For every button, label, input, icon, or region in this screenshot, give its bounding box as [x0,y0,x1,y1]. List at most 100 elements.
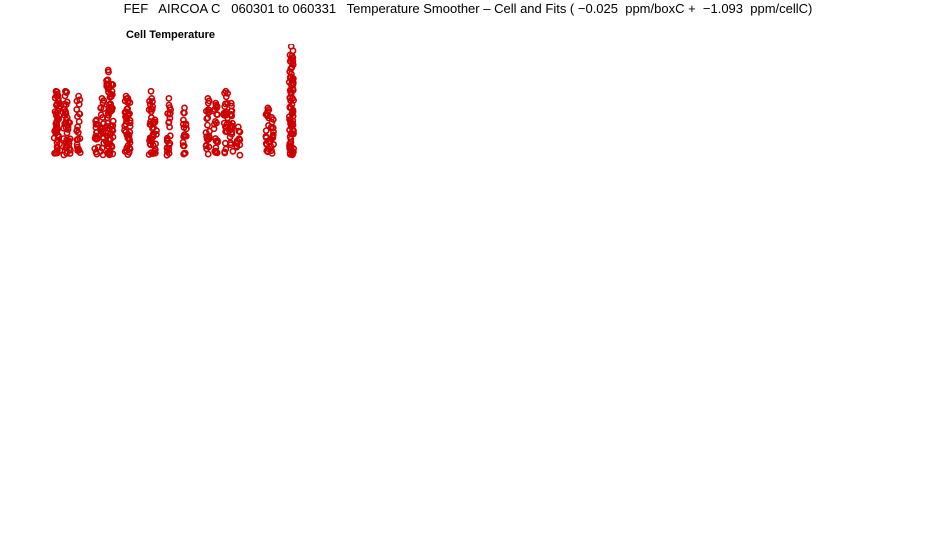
baseline-point [161,0,166,3]
burst-point [54,149,61,157]
baseline-point [105,0,110,3]
baseline-point [264,0,269,3]
baseline-point [83,0,88,3]
baseline-point [146,0,151,3]
baseline-point [272,0,277,3]
baseline-point [149,0,154,3]
baseline-point [234,0,239,3]
baseline-point [194,0,199,3]
burst-point [149,133,157,141]
baseline-point [255,0,260,3]
burst-point [63,149,70,157]
burst-point [222,87,230,95]
baseline-point [128,0,133,3]
baseline-point [284,0,289,3]
baseline-point [198,0,203,3]
baseline-point [101,0,106,3]
baseline-point [116,0,121,3]
baseline-point [210,0,215,3]
baseline-point [195,0,200,3]
baseline-point [280,0,285,3]
baseline-point [173,0,178,3]
baseline-point [219,0,224,3]
baseline-point [182,0,187,3]
baseline-point [258,0,263,3]
burst-point [222,93,230,101]
burst-point [76,96,84,104]
burst-point [204,150,212,158]
baseline-point [276,0,281,3]
burst-point [91,145,99,152]
baseline-point [197,0,202,3]
baseline-point [77,0,82,3]
burst-point [290,130,297,138]
baseline-point [236,0,241,3]
baseline-point [267,0,272,3]
baseline-point [209,0,214,3]
baseline-point [54,0,59,3]
baseline-point [144,0,149,3]
baseline-point [121,0,126,3]
baseline-point [150,0,155,3]
baseline-point [174,0,179,3]
panel-cell-temperature: Cell Temperature [46,0,297,159]
baseline-point [268,0,273,3]
baseline-point [104,0,109,3]
baseline-point [77,0,82,3]
baseline-point [206,0,211,3]
burst-point [212,144,220,152]
burst-point [179,142,187,150]
baseline-point [203,0,208,3]
baseline-point [48,0,53,3]
baseline-point [103,0,108,3]
burst-point [107,104,115,112]
baseline-point [56,0,61,3]
baseline-point [287,0,292,3]
burst-point [146,97,153,105]
burst-point [53,139,61,146]
baseline-point [62,0,67,3]
baseline-point [254,0,259,3]
burst-point [212,147,220,155]
baseline-point [152,0,157,3]
figure-title: FEF AIRCOA C 060301 to 060331 Temperatur… [123,1,813,16]
baseline-point [89,0,94,3]
baseline-point [100,0,105,3]
baseline-point [177,0,182,3]
burst-point [205,132,213,140]
baseline-point [130,0,135,3]
baseline-point [238,0,243,3]
burst-point [166,123,173,131]
baseline-point [125,0,130,3]
baseline-point [66,0,71,3]
burst-point [147,149,155,157]
burst-point [212,99,220,107]
burst-point [167,106,174,114]
baseline-point [126,0,131,3]
baseline-point [72,0,77,3]
baseline-point [260,0,265,3]
burst-point [226,111,234,119]
burst-point [268,114,276,121]
baseline-point [59,0,64,3]
burst-point [126,119,134,127]
burst-point [65,118,72,126]
baseline-point [252,0,257,3]
baseline-point [134,0,139,3]
burst-point [166,110,174,117]
baseline-point [130,0,135,3]
baseline-point [60,0,65,3]
baseline-point [116,0,121,3]
baseline-point [96,0,101,3]
burst-point [151,147,159,155]
burst-point [210,125,218,133]
burst-point [181,104,188,112]
baseline-point [235,0,240,3]
burst-point [66,144,73,152]
baseline-point [129,0,134,3]
baseline-point [124,0,129,3]
baseline-point [179,0,184,3]
burst-point [62,110,70,118]
baseline-point [150,0,155,3]
baseline-point [46,0,51,3]
